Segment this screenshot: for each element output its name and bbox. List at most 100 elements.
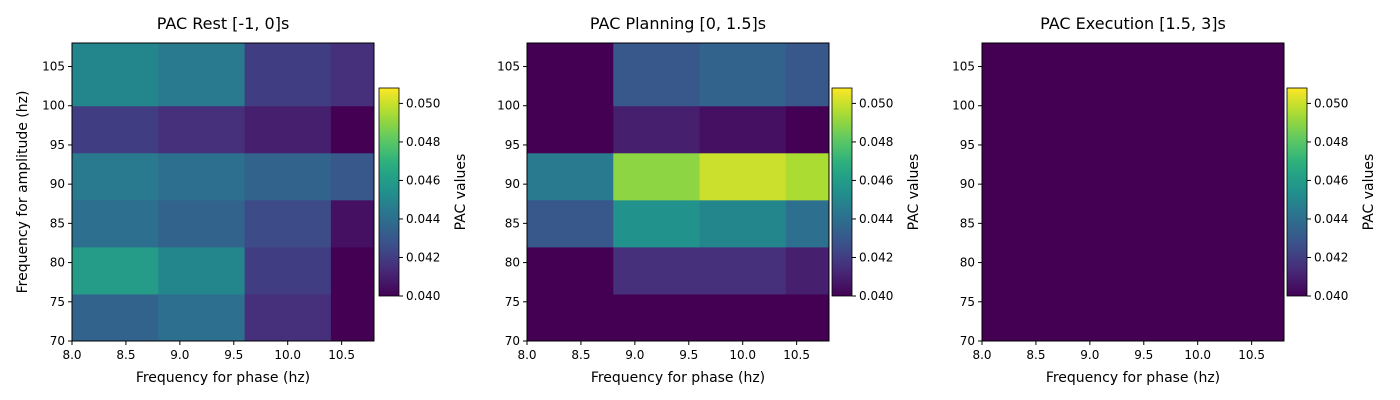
- colorbar-tick-label: 0.046: [406, 173, 440, 187]
- heatmap-cell: [72, 43, 159, 107]
- heatmap-cell: [785, 105, 830, 154]
- y-tick-label: 75: [50, 295, 65, 309]
- heatmap-cell: [785, 152, 830, 201]
- heatmap-cell: [785, 199, 830, 248]
- heatmap-cell: [72, 105, 159, 154]
- heatmap-cell: [330, 105, 375, 154]
- chart-title: PAC Rest [-1, 0]s: [157, 14, 290, 33]
- y-tick-label: 100: [42, 99, 65, 113]
- heatmap-cell: [158, 246, 246, 295]
- heatmap-cell: [982, 43, 1285, 342]
- y-tick-label: 105: [42, 60, 65, 74]
- x-tick-label: 10.0: [1184, 348, 1211, 362]
- heatmap-cell: [72, 199, 159, 248]
- plot-frame: [981, 42, 1285, 342]
- colorbar-tick-label: 0.040: [859, 289, 893, 303]
- x-axis-label: Frequency for phase (hz): [1046, 370, 1220, 386]
- heatmap-cell: [330, 199, 375, 248]
- plot-frame: [71, 42, 375, 342]
- heatmap-cell: [527, 152, 614, 201]
- chart-title: PAC Planning [0, 1.5]s: [590, 14, 766, 33]
- y-tick-label: 105: [497, 60, 520, 74]
- heatmap-panel-3: 8.0 8.5 9.0 9.5 10.0 10.5 70 75 80 85 90 95 100 105 PA…: [952, 14, 1377, 386]
- y-tick-label: 85: [960, 216, 975, 230]
- plot-frame: [526, 42, 830, 342]
- colorbar: [831, 87, 853, 297]
- y-tick-label: 100: [952, 99, 975, 113]
- heatmap-cell: [527, 105, 614, 154]
- y-tick-label: 90: [50, 177, 65, 191]
- colorbar-tick-label: 0.042: [1314, 250, 1348, 264]
- y-tick-label: 70: [505, 334, 520, 348]
- heatmap-cell: [330, 152, 375, 201]
- colorbar-tick-label: 0.044: [859, 212, 893, 226]
- y-tick-label: 70: [50, 334, 65, 348]
- x-tick-label: 8.5: [116, 348, 135, 362]
- colorbar-label: PAC values: [1361, 154, 1377, 231]
- colorbar-tick-label: 0.044: [406, 212, 440, 226]
- heatmap-cell: [244, 105, 332, 154]
- heatmap-cell: [330, 246, 375, 295]
- x-tick-label: 8.0: [62, 348, 81, 362]
- heatmap-panel-1: 8.0 8.5 9.0 9.5 10.0 10.5 70 75 80 85 90 95 100 105 PA…: [15, 14, 469, 386]
- heatmap-cell: [527, 199, 614, 248]
- heatmap-cell: [699, 246, 787, 295]
- colorbar-tick-label: 0.046: [1314, 173, 1348, 187]
- x-axis-label: Frequency for phase (hz): [136, 370, 310, 386]
- x-tick-label: 10.0: [729, 348, 756, 362]
- y-tick-label: 85: [50, 216, 65, 230]
- heatmap-cell: [699, 152, 787, 201]
- x-tick-label: 10.0: [274, 348, 301, 362]
- chart-title: PAC Execution [1.5, 3]s: [1040, 14, 1226, 33]
- colorbar-tick-label: 0.048: [406, 135, 440, 149]
- y-tick-label: 90: [960, 177, 975, 191]
- heatmap-cell: [527, 246, 614, 295]
- colorbar-label: PAC values: [453, 154, 469, 231]
- heatmap-cell: [527, 43, 614, 107]
- y-tick-label: 80: [50, 256, 65, 270]
- heatmap-cell: [158, 105, 246, 154]
- y-tick-label: 75: [505, 295, 520, 309]
- colorbar-label: PAC values: [906, 154, 922, 231]
- heatmap-cell: [613, 246, 701, 295]
- y-tick-label: 95: [960, 138, 975, 152]
- x-tick-label: 9.5: [679, 348, 698, 362]
- colorbar: [1286, 87, 1308, 297]
- heatmap-cell: [613, 152, 701, 201]
- x-tick-label: 8.0: [517, 348, 536, 362]
- heatmap-cell: [613, 105, 701, 154]
- colorbar-tick-label: 0.050: [1314, 96, 1348, 110]
- x-tick-label: 10.5: [1238, 348, 1265, 362]
- heatmap-cell: [158, 43, 246, 107]
- x-tick-label: 9.0: [170, 348, 189, 362]
- heatmap-cell: [699, 105, 787, 154]
- heatmap-cell: [72, 246, 159, 295]
- heatmap-cell: [244, 199, 332, 248]
- heatmap-cell: [330, 293, 375, 342]
- heatmap-cell: [527, 293, 614, 342]
- colorbar-tick-label: 0.048: [1314, 135, 1348, 149]
- y-tick-label: 105: [952, 60, 975, 74]
- colorbar-tick-label: 0.050: [859, 96, 893, 110]
- heatmap-cell: [699, 199, 787, 248]
- y-tick-label: 95: [50, 138, 65, 152]
- heatmap-cell: [699, 293, 787, 342]
- x-axis-label: Frequency for phase (hz): [591, 370, 765, 386]
- colorbar-tick-label: 0.048: [859, 135, 893, 149]
- heatmap-cell: [613, 43, 701, 107]
- y-axis-label: Frequency for amplitude (hz): [15, 91, 31, 294]
- heatmap-cell: [158, 293, 246, 342]
- x-tick-label: 9.5: [1134, 348, 1153, 362]
- colorbar-tick-label: 0.042: [859, 250, 893, 264]
- heatmap-cell: [158, 199, 246, 248]
- x-tick-label: 10.5: [328, 348, 355, 362]
- colorbar-tick-label: 0.046: [859, 173, 893, 187]
- heatmap-cell: [158, 152, 246, 201]
- heatmap-cell: [613, 293, 701, 342]
- heatmap-cell: [72, 152, 159, 201]
- y-tick-label: 75: [960, 295, 975, 309]
- heatmap-cell: [72, 293, 159, 342]
- y-tick-label: 100: [497, 99, 520, 113]
- x-tick-label: 8.5: [1026, 348, 1045, 362]
